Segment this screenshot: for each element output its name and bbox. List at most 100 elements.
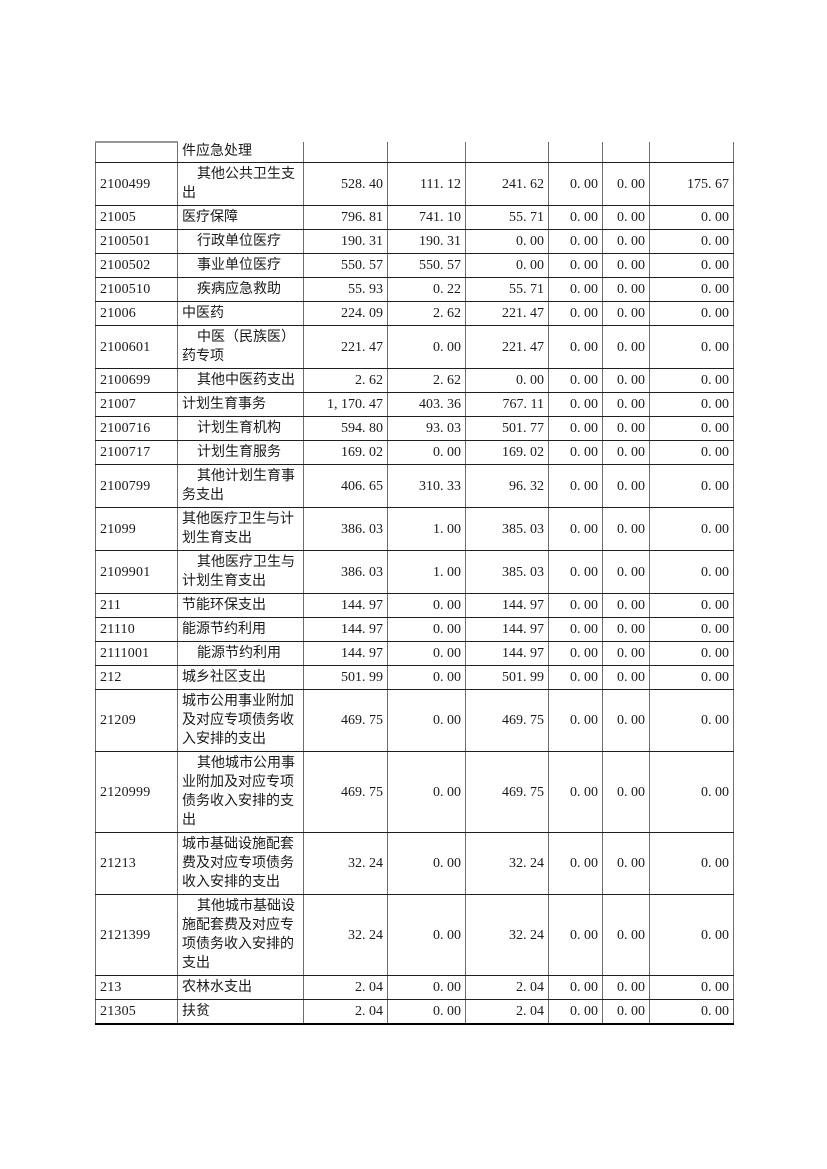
value-cell — [387, 142, 466, 163]
value-cell: 0. 00 — [649, 751, 734, 833]
value-cell: 144. 97 — [465, 593, 549, 618]
name-cell: 疾病应急救助 — [177, 277, 304, 302]
table-row: 21213 城市基础设施配套费及对应专项债务收入安排的支出 32. 24 0. 00 3… — [95, 832, 734, 895]
value-cell: 0. 00 — [548, 751, 603, 833]
value-cell: 32. 24 — [465, 894, 549, 976]
value-cell: 0. 00 — [548, 617, 603, 642]
code-cell: 212 — [95, 665, 178, 690]
code-cell: 21099 — [95, 507, 178, 551]
value-cell: 741. 10 — [387, 205, 466, 230]
value-cell: 2. 62 — [303, 368, 388, 393]
code-cell: 2100501 — [95, 229, 178, 254]
value-cell: 0. 00 — [602, 894, 650, 976]
value-cell: 0. 00 — [649, 440, 734, 465]
value-cell: 0. 00 — [602, 368, 650, 393]
table-row: 21110 能源节约利用 144. 97 0. 00 144. 97 0. 00 0. 00… — [95, 617, 734, 642]
value-cell: 0. 00 — [602, 301, 650, 326]
value-cell: 0. 00 — [548, 277, 603, 302]
value-cell: 221. 47 — [303, 325, 388, 369]
table-row: 213 农林水支出 2. 04 0. 00 2. 04 0. 00 0. 00 0. 00 — [95, 975, 734, 1000]
name-cell: 城市基础设施配套费及对应专项债务收入安排的支出 — [177, 832, 304, 895]
name-cell: 农林水支出 — [177, 975, 304, 1000]
value-cell: 0. 00 — [649, 641, 734, 666]
code-cell: 2121399 — [95, 894, 178, 976]
value-cell: 93. 03 — [387, 416, 466, 441]
value-cell: 0. 00 — [548, 999, 603, 1025]
name-cell: 其他计划生育事务支出 — [177, 464, 304, 508]
value-cell: 0. 00 — [548, 205, 603, 230]
value-cell: 0. 00 — [548, 975, 603, 1000]
name-cell: 计划生育机构 — [177, 416, 304, 441]
table-row: 2120999 其他城市公用事业附加及对应专项债务收入安排的支出 469. 75 0.… — [95, 751, 734, 833]
value-cell: 385. 03 — [465, 507, 549, 551]
table-row: 21007 计划生育事务 1, 170. 47 403. 36 767. 11 0. 00… — [95, 392, 734, 417]
value-cell — [649, 142, 734, 163]
value-cell: 796. 81 — [303, 205, 388, 230]
value-cell: 0. 00 — [649, 617, 734, 642]
value-cell: 0. 00 — [602, 277, 650, 302]
value-cell: 0. 00 — [649, 301, 734, 326]
value-cell: 32. 24 — [303, 894, 388, 976]
name-cell: 其他医疗卫生与计划生育支出 — [177, 507, 304, 551]
name-cell: 其他城市公用事业附加及对应专项债务收入安排的支出 — [177, 751, 304, 833]
value-cell: 0. 00 — [649, 277, 734, 302]
value-cell: 550. 57 — [387, 253, 466, 278]
value-cell: 0. 00 — [649, 999, 734, 1025]
value-cell: 190. 31 — [303, 229, 388, 254]
value-cell: 2. 04 — [465, 975, 549, 1000]
name-cell: 扶贫 — [177, 999, 304, 1025]
value-cell: 1, 170. 47 — [303, 392, 388, 417]
value-cell: 0. 00 — [602, 440, 650, 465]
value-cell: 0. 00 — [602, 253, 650, 278]
value-cell: 190. 31 — [387, 229, 466, 254]
value-cell: 469. 75 — [465, 689, 549, 752]
value-cell — [465, 142, 549, 163]
value-cell: 0. 00 — [602, 975, 650, 1000]
value-cell: 2. 04 — [303, 975, 388, 1000]
value-cell: 2. 04 — [303, 999, 388, 1025]
value-cell: 594. 80 — [303, 416, 388, 441]
value-cell: 0. 00 — [548, 253, 603, 278]
value-cell: 0. 00 — [649, 550, 734, 594]
value-cell: 0. 00 — [649, 894, 734, 976]
value-cell: 0. 00 — [548, 689, 603, 752]
value-cell: 0. 00 — [649, 689, 734, 752]
value-cell: 0. 00 — [548, 641, 603, 666]
value-cell: 501. 99 — [465, 665, 549, 690]
value-cell: 0. 00 — [548, 392, 603, 417]
table-row: 21005 医疗保障 796. 81 741. 10 55. 71 0. 00 0. 00 0… — [95, 205, 734, 230]
value-cell: 0. 00 — [548, 665, 603, 690]
budget-expenditure-table: 件应急处理 2100499 其他公共卫生支出 528. 40 111. 12 241. 6… — [95, 141, 734, 1025]
value-cell: 0. 00 — [387, 999, 466, 1025]
name-cell: 其他城市基础设施配套费及对应专项债务收入安排的支出 — [177, 894, 304, 976]
table-row: 2100699 其他中医药支出 2. 62 2. 62 0. 00 0. 00 0. 00 0… — [95, 368, 734, 393]
table-row: 2100510 疾病应急救助 55. 93 0. 22 55. 71 0. 00 0. 00… — [95, 277, 734, 302]
value-cell — [303, 142, 388, 163]
value-cell: 241. 62 — [465, 162, 549, 206]
table-row: 2100799 其他计划生育事务支出 406. 65 310. 33 96. 32 0. … — [95, 464, 734, 508]
value-cell: 111. 12 — [387, 162, 466, 206]
code-cell: 2100510 — [95, 277, 178, 302]
code-cell: 2100499 — [95, 162, 178, 206]
value-cell: 144. 97 — [465, 641, 549, 666]
code-cell: 2100502 — [95, 253, 178, 278]
table-row-partial: 件应急处理 — [95, 141, 734, 163]
value-cell: 469. 75 — [303, 751, 388, 833]
value-cell: 403. 36 — [387, 392, 466, 417]
value-cell: 96. 32 — [465, 464, 549, 508]
value-cell: 0. 00 — [649, 416, 734, 441]
value-cell: 0. 00 — [602, 507, 650, 551]
code-cell: 2100699 — [95, 368, 178, 393]
value-cell: 0. 00 — [387, 665, 466, 690]
value-cell: 0. 00 — [387, 832, 466, 895]
name-cell: 中医药 — [177, 301, 304, 326]
value-cell: 55. 71 — [465, 205, 549, 230]
name-cell: 医疗保障 — [177, 205, 304, 230]
value-cell: 385. 03 — [465, 550, 549, 594]
value-cell: 0. 00 — [649, 253, 734, 278]
code-cell: 2100799 — [95, 464, 178, 508]
value-cell: 2. 62 — [387, 301, 466, 326]
value-cell: 0. 00 — [465, 368, 549, 393]
value-cell: 501. 99 — [303, 665, 388, 690]
value-cell: 0. 00 — [548, 368, 603, 393]
